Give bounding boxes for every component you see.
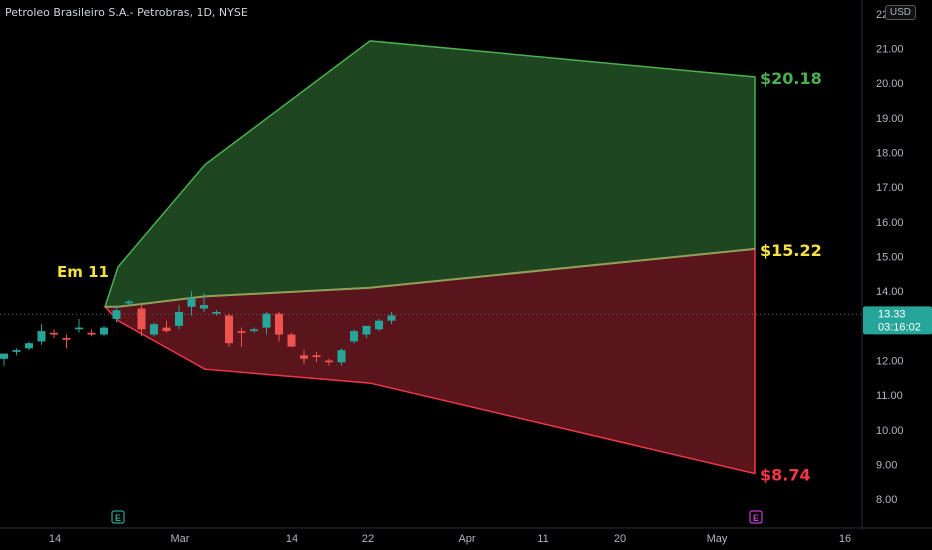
time-tick-label: 14	[49, 533, 61, 545]
earnings-event-icon[interactable]	[111, 510, 125, 524]
candle-body	[237, 331, 246, 333]
price-tick-label: 16.00	[876, 217, 904, 229]
candle-body	[125, 301, 133, 304]
time-tick-label: 16	[839, 533, 851, 545]
time-tick-label: Mar	[171, 533, 190, 545]
price-tick-label: 20.00	[876, 78, 904, 90]
time-tick-label: Apr	[458, 533, 475, 545]
price-tick-label: 14.00	[876, 286, 904, 298]
candle-body	[312, 355, 321, 358]
time-tick-label: 22	[362, 533, 374, 545]
price-tick-label: 19.00	[876, 113, 904, 125]
candle-body	[362, 325, 371, 335]
candle-body	[212, 312, 221, 314]
price-tick-label: 9.00	[876, 460, 897, 472]
price-tick-label: 12.00	[876, 356, 904, 368]
candle-body	[75, 327, 83, 330]
earnings-event-icon[interactable]	[749, 510, 763, 524]
candle-body	[287, 334, 296, 347]
lower-target-label: $8.74	[760, 466, 811, 485]
price-tick-label: 8.00	[876, 494, 897, 506]
price-tick-label: 18.00	[876, 148, 904, 160]
mid-projection-line	[105, 247, 756, 308]
candle-body	[62, 338, 71, 340]
bar-countdown: 03:16:02	[878, 321, 921, 333]
candle-body	[187, 298, 196, 307]
candle-body	[275, 313, 283, 335]
price-tick-label: 11.00	[876, 390, 903, 402]
candle-body	[375, 320, 383, 330]
price-tick-label: 17.00	[876, 182, 904, 194]
earnings-event-label: E	[115, 513, 121, 523]
time-tick-label: 11	[537, 533, 548, 545]
candle-body	[87, 332, 96, 335]
time-tick-label: 20	[614, 533, 626, 545]
candle-body	[387, 315, 396, 321]
candle-body	[0, 353, 8, 359]
candle-body	[225, 315, 233, 344]
time-tick-label: May	[707, 533, 728, 545]
candle-body	[25, 343, 33, 349]
candle-body	[100, 327, 108, 335]
earnings-event-label: E	[753, 513, 759, 523]
candle-body	[162, 327, 171, 332]
candle-body	[262, 313, 271, 328]
candle-body	[200, 305, 208, 309]
em-annotation-label: Em 11	[57, 263, 109, 281]
upper-target-label: $20.18	[760, 69, 822, 88]
price-tick-label: 15.00	[876, 252, 904, 264]
candle-body	[37, 331, 46, 342]
currency-button[interactable]: USD	[884, 5, 916, 20]
candle-body	[112, 310, 121, 319]
candle-body	[50, 332, 58, 335]
candle-body	[325, 360, 333, 363]
chart-title: Petroleo Brasileiro S.A.- Petrobras, 1D,…	[5, 6, 248, 19]
candle-body	[300, 355, 308, 359]
candle-body	[337, 350, 346, 363]
candle-body	[175, 312, 183, 326]
candle-body	[12, 350, 21, 352]
candle-body	[150, 324, 158, 335]
price-tick-label: 21.00	[876, 44, 904, 56]
candle-body	[250, 329, 258, 332]
candle-body	[350, 331, 358, 342]
current-price-tag	[863, 306, 932, 335]
price-tick-label: 10.00	[876, 425, 904, 437]
time-tick-label: 14	[286, 533, 298, 545]
candle-body	[137, 308, 146, 330]
mid-target-label: $15.22	[760, 241, 822, 260]
current-price-value: 13.33	[878, 308, 906, 320]
